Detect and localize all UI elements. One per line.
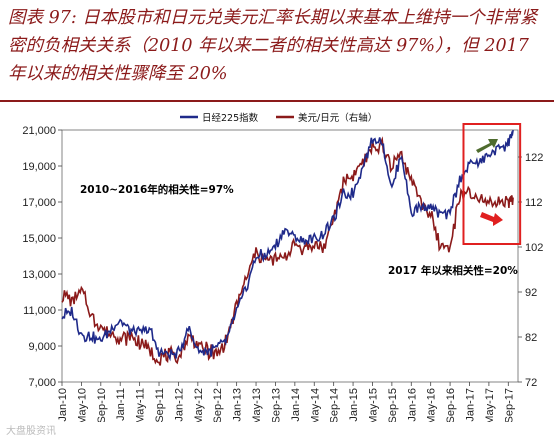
overlays: 2010~2016年的相关性=97% 2017 年以来相关性=20% [80, 123, 522, 277]
x-tick-label: May-13 [251, 388, 263, 422]
series-usdjpy-line [61, 136, 514, 366]
legend-label-nikkei: 日经225指数 [202, 112, 259, 124]
x-tick-label: Sep-13 [270, 388, 282, 422]
x-tick-label: May-12 [193, 388, 205, 422]
x-tick-label: May-14 [309, 388, 321, 422]
highlight-box-2017 [462, 123, 522, 245]
x-tick-label: Jan-12 [173, 388, 185, 422]
title-divider [0, 100, 554, 102]
x-tick-label: Sep-16 [445, 388, 457, 422]
x-tick-label: Sep-11 [154, 388, 166, 422]
series-layer [61, 129, 514, 366]
y-right-tick-label: 92 [525, 287, 537, 299]
chart-title: 图表 97: 日本股市和日元兑美元汇率长期以来基本上维持一个非常紧密的负相关关系… [8, 8, 538, 84]
y-left-tick-label: 9,000 [28, 341, 56, 353]
y-left-tick-label: 7,000 [28, 377, 56, 389]
x-tick-label: Sep-14 [329, 388, 341, 422]
annotation-2017: 2017 年以来相关性=20% [388, 264, 518, 277]
x-tick-label: Sep-10 [96, 388, 108, 422]
x-tick-label: May-17 [484, 388, 496, 422]
x-tick-label: Jan-17 [464, 388, 476, 422]
x-tick-label: Sep-15 [387, 388, 399, 422]
annotation-2010-2016: 2010~2016年的相关性=97% [80, 183, 234, 196]
chart-canvas: 7,000 9,000 11,000 13,000 15,000 17,000 19,000… [22, 112, 543, 422]
x-tick-label: Jan-16 [406, 388, 418, 422]
y-left-tick-label: 17,000 [22, 197, 56, 209]
y-left-tick-label: 13,000 [22, 269, 56, 281]
y-left-tick-label: 15,000 [22, 233, 56, 245]
y-left-tick-label: 21,000 [22, 125, 56, 137]
x-tick-label: May-10 [76, 388, 88, 422]
x-tick-label: Jan-10 [57, 388, 69, 422]
arrow-down-icon [480, 212, 503, 226]
arrow-up-icon [476, 139, 498, 153]
x-tick-label: May-16 [426, 388, 438, 422]
x-tick-label: Jan-15 [348, 388, 360, 422]
y-right-tick-label: 122 [525, 152, 543, 164]
x-tick-label: Jan-13 [232, 388, 244, 422]
axes: 7,000 9,000 11,000 13,000 15,000 17,000 19,000… [22, 125, 543, 422]
y-left-tick-label: 11,000 [23, 305, 56, 317]
x-tick-label: Jan-14 [290, 388, 302, 422]
series-nikkei-line [61, 129, 514, 362]
x-tick-label: May-15 [367, 388, 379, 422]
y-right-tick-label: 112 [525, 197, 543, 209]
y-left-tick-label: 19,000 [22, 161, 56, 173]
y-right-tick-label: 102 [525, 242, 543, 254]
watermark: 大盘股资讯 [6, 426, 56, 437]
x-tick-label: Sep-12 [212, 388, 224, 422]
legend: 日经225指数 美元/日元（右轴） [180, 112, 377, 124]
x-tick-label: Jan-11 [115, 388, 127, 421]
x-tick-label: Sep-17 [503, 388, 515, 422]
legend-label-usdjpy: 美元/日元（右轴） [298, 112, 377, 124]
x-tick-label: May-11 [135, 388, 147, 422]
plot-frame [61, 129, 519, 383]
y-right-tick-label: 82 [525, 332, 537, 344]
y-right-tick-label: 72 [525, 377, 537, 389]
